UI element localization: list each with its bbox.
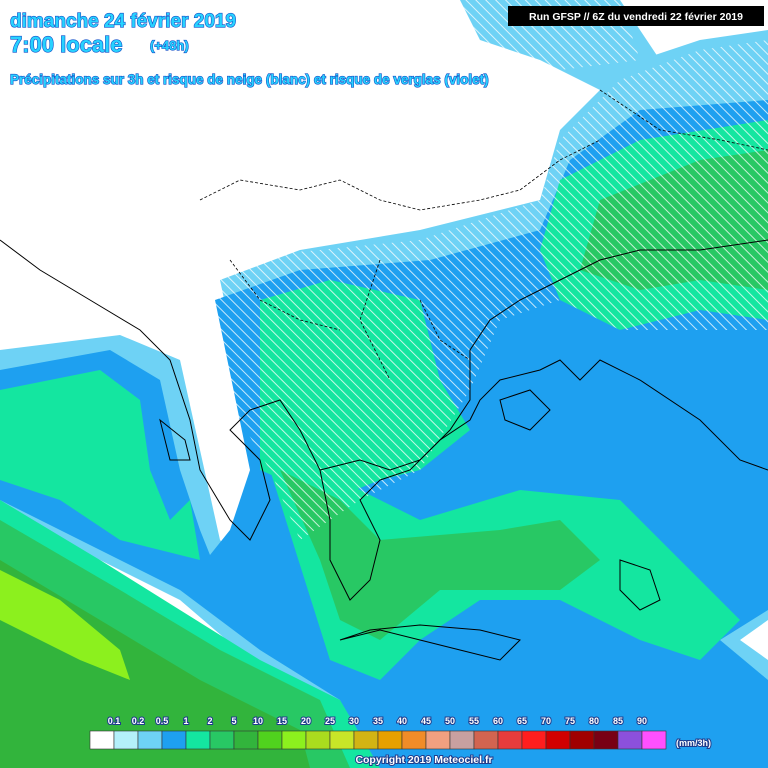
legend-swatch (377, 730, 403, 750)
legend-label: 5 (231, 716, 236, 726)
legend-label: 85 (613, 716, 623, 726)
legend-label: 75 (565, 716, 575, 726)
run-box (508, 6, 764, 26)
legend-swatch (137, 730, 163, 750)
legend-label: 0.2 (132, 716, 145, 726)
legend-label: 20 (301, 716, 311, 726)
legend-swatch (233, 730, 259, 750)
subtitle: Précipitations sur 3h et risque de neige… (10, 72, 489, 87)
legend-label: 2 (207, 716, 212, 726)
legend-swatch (281, 730, 307, 750)
legend-swatch (425, 730, 451, 750)
legend-swatch (473, 730, 499, 750)
date: dimanche 24 février 2019 (10, 11, 236, 32)
legend-swatch (305, 730, 331, 750)
lead-time: (+48h) (150, 38, 189, 53)
legend-label: 55 (469, 716, 479, 726)
legend-label: 1 (183, 716, 188, 726)
time: 7:00 locale (10, 32, 123, 57)
run-label: Run GFSP // 6Z du vendredi 22 février 20… (529, 11, 743, 23)
legend-swatch (353, 730, 379, 750)
legend-unit: (mm/3h) (676, 738, 711, 748)
legend-label: 60 (493, 716, 503, 726)
legend-swatch (257, 730, 283, 750)
legend-label: 90 (637, 716, 647, 726)
legend: 0.1 0.2 0.5 1 2 5 10 15 20 25 30 35 40 45 50 55 60 65 70 75… (89, 715, 667, 750)
copyright: Copyright 2019 Meteociel.fr (355, 754, 492, 766)
legend-swatch (401, 730, 427, 750)
legend-swatch (593, 730, 619, 750)
legend-label: 30 (349, 716, 359, 726)
legend-swatch (521, 730, 547, 750)
legend-label: 80 (589, 716, 599, 726)
legend-label: 0.5 (156, 716, 169, 726)
legend-swatch (641, 730, 667, 750)
legend-swatch (569, 730, 595, 750)
legend-swatch (329, 730, 355, 750)
legend-label: 50 (445, 716, 455, 726)
legend-swatch (89, 730, 115, 750)
legend-label: 65 (517, 716, 527, 726)
legend-label: 45 (421, 716, 431, 726)
legend-label: 10 (253, 716, 263, 726)
legend-swatch (185, 730, 211, 750)
legend-swatch (161, 730, 187, 750)
legend-label: 35 (373, 716, 383, 726)
legend-label: 25 (325, 716, 335, 726)
legend-swatch (209, 730, 235, 750)
legend-swatch (449, 730, 475, 750)
legend-swatch (113, 730, 139, 750)
legend-swatch (545, 730, 571, 750)
legend-label: 40 (397, 716, 407, 726)
legend-label: 0.1 (108, 716, 121, 726)
legend-label: 70 (541, 716, 551, 726)
legend-label: 15 (277, 716, 287, 726)
legend-swatch (617, 730, 643, 750)
legend-swatch (497, 730, 523, 750)
coastlines (0, 89, 768, 661)
